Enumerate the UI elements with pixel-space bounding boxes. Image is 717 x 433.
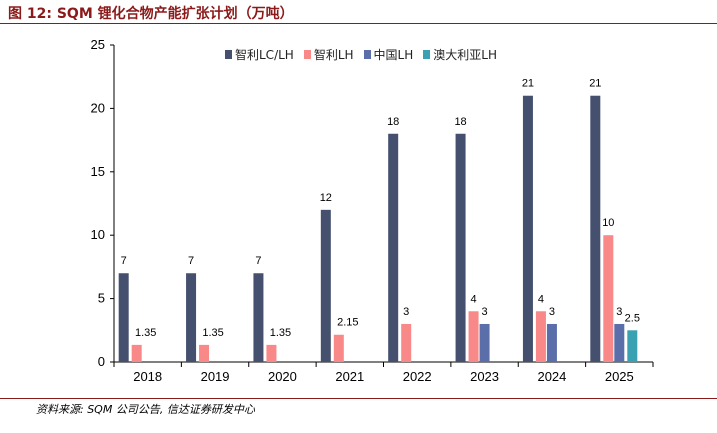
x-tick-label: 2023	[470, 369, 499, 384]
legend-item: 澳大利亚LH	[423, 46, 497, 63]
data-label: 3	[403, 306, 409, 318]
bar-2022-智利LH	[401, 323, 412, 362]
data-label: 7	[188, 255, 194, 267]
data-label: 21	[589, 78, 601, 90]
bar-2021-智利LC/LH	[320, 209, 331, 362]
data-label: 18	[454, 116, 466, 128]
bar-2019-智利LC/LH	[186, 273, 197, 362]
bar-2018-智利LC/LH	[118, 273, 129, 362]
data-label: 7	[121, 255, 127, 267]
bar-2024-智利LC/LH	[522, 95, 533, 362]
y-tick-label: 25	[91, 37, 105, 52]
bar-2023-智利LH	[468, 311, 479, 362]
legend-label: 澳大利亚LH	[433, 48, 497, 62]
x-tick-label: 2025	[605, 369, 634, 384]
bar-2023-智利LC/LH	[455, 133, 466, 362]
data-label: 1.35	[270, 327, 291, 339]
legend-item: 智利LC/LH	[225, 46, 294, 63]
bar-2019-智利LH	[199, 344, 210, 362]
bar-2024-中国LH	[546, 323, 557, 362]
data-label: 1.35	[135, 327, 156, 339]
bar-2025-智利LH	[603, 235, 614, 362]
bar-2020-智利LC/LH	[253, 273, 264, 362]
y-tick-label: 10	[91, 227, 105, 242]
bar-2021-智利LH	[333, 334, 344, 362]
legend-swatch	[363, 50, 371, 59]
y-tick-label: 20	[91, 100, 105, 115]
data-label: 21	[522, 78, 534, 90]
data-label: 3	[549, 306, 555, 318]
title-divider	[0, 23, 717, 24]
x-tick-label: 2018	[133, 369, 162, 384]
y-tick-label: 0	[98, 354, 105, 369]
legend-item: 智利LH	[303, 46, 354, 63]
data-label: 3	[482, 306, 488, 318]
data-label: 7	[255, 255, 261, 267]
bar-2023-中国LH	[479, 323, 490, 362]
bar-2022-智利LC/LH	[388, 133, 399, 362]
legend-swatch	[225, 50, 232, 59]
data-label: 2.5	[625, 312, 640, 324]
chart-legend: 智利LC/LH 智利LH 中国LH 澳大利亚LH	[225, 46, 497, 63]
legend-label: 智利LC/LH	[235, 48, 294, 62]
x-tick-label: 2020	[268, 369, 297, 384]
bar-2025-澳大利亚LH	[627, 330, 638, 362]
bar-2024-智利LH	[535, 311, 546, 362]
data-label: 4	[471, 293, 477, 305]
x-tick-label: 2019	[201, 369, 230, 384]
x-tick-label: 2021	[335, 369, 364, 384]
bar-2025-智利LC/LH	[590, 95, 601, 362]
data-label: 2.15	[337, 317, 358, 329]
y-tick-label: 15	[91, 164, 105, 179]
data-label: 10	[602, 217, 614, 229]
figure-header: 图 12: SQM 锂化合物产能扩张计划（万吨）	[0, 0, 717, 24]
x-tick-label: 2024	[537, 369, 566, 384]
footer-divider	[0, 398, 717, 399]
data-label: 18	[387, 116, 399, 128]
x-tick-label: 2022	[403, 369, 432, 384]
bar-2020-智利LH	[266, 344, 277, 362]
data-label: 4	[538, 293, 544, 305]
legend-item: 中国LH	[363, 46, 414, 63]
legend-label: 智利LH	[313, 48, 354, 62]
data-label: 3	[616, 306, 622, 318]
figure-title: 图 12: SQM 锂化合物产能扩张计划（万吨）	[8, 6, 294, 22]
source-note: 资料来源: SQM 公司公告, 信达证券研发中心	[36, 403, 255, 416]
legend-swatch	[423, 50, 431, 59]
y-tick-label: 5	[98, 291, 105, 306]
bar-2018-智利LH	[131, 344, 142, 362]
data-label: 12	[320, 192, 332, 204]
data-label: 1.35	[202, 327, 223, 339]
legend-swatch	[303, 50, 311, 59]
bar-2025-中国LH	[614, 323, 625, 362]
legend-label: 中国LH	[373, 48, 414, 62]
